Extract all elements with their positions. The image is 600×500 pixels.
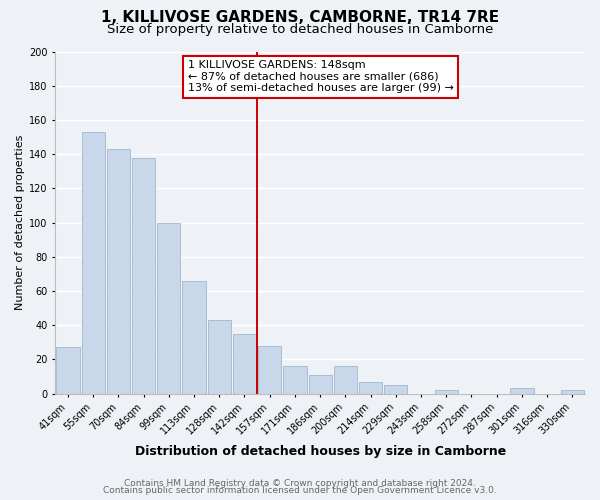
Bar <box>384 385 407 394</box>
Text: 1 KILLIVOSE GARDENS: 148sqm
← 87% of detached houses are smaller (686)
13% of se: 1 KILLIVOSE GARDENS: 148sqm ← 87% of det… <box>188 60 454 94</box>
Text: Contains public sector information licensed under the Open Government Licence v3: Contains public sector information licen… <box>103 486 497 495</box>
Bar <box>308 374 332 394</box>
Bar <box>82 132 105 394</box>
Bar <box>157 222 181 394</box>
Bar <box>56 348 80 394</box>
Text: 1, KILLIVOSE GARDENS, CAMBORNE, TR14 7RE: 1, KILLIVOSE GARDENS, CAMBORNE, TR14 7RE <box>101 10 499 25</box>
Bar <box>233 334 256 394</box>
Y-axis label: Number of detached properties: Number of detached properties <box>15 135 25 310</box>
Bar <box>359 382 382 394</box>
X-axis label: Distribution of detached houses by size in Camborne: Distribution of detached houses by size … <box>134 444 506 458</box>
Bar <box>334 366 357 394</box>
Bar <box>182 280 206 394</box>
Bar <box>258 346 281 394</box>
Bar <box>132 158 155 394</box>
Bar <box>511 388 533 394</box>
Bar <box>561 390 584 394</box>
Text: Size of property relative to detached houses in Camborne: Size of property relative to detached ho… <box>107 22 493 36</box>
Text: Contains HM Land Registry data © Crown copyright and database right 2024.: Contains HM Land Registry data © Crown c… <box>124 478 476 488</box>
Bar <box>107 149 130 394</box>
Bar <box>208 320 231 394</box>
Bar <box>283 366 307 394</box>
Bar <box>434 390 458 394</box>
